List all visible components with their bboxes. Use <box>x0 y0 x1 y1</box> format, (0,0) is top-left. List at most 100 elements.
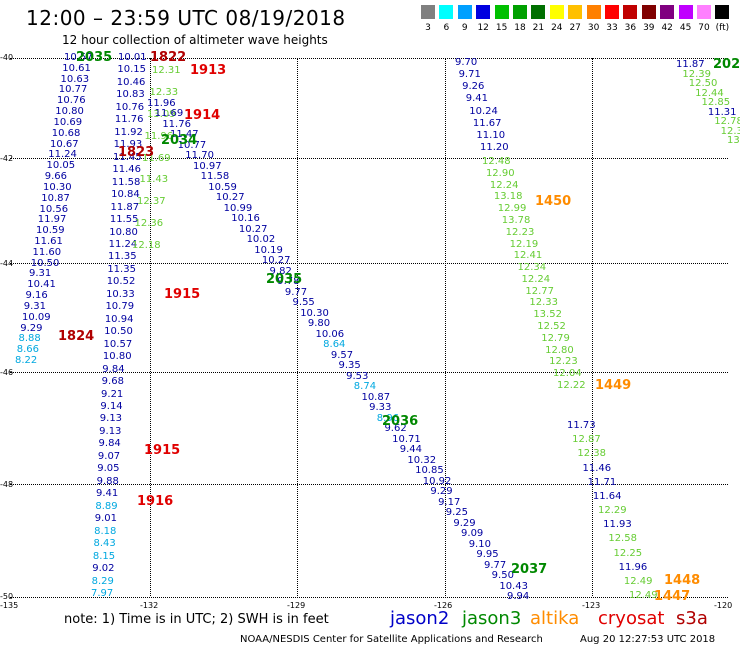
wave-height-value: 11.73 <box>567 420 596 431</box>
wave-height-value: 10.92 <box>422 475 452 487</box>
lon-label: -135 <box>0 601 19 610</box>
wave-height-value: 12.19 <box>509 238 539 250</box>
wave-height-value: 10.27 <box>261 255 291 267</box>
wave-height-value: 11.20 <box>480 142 509 153</box>
wave-height-value: 13.09 <box>147 108 176 120</box>
scale-color-swatch <box>457 5 472 19</box>
wave-height-value: 10.76 <box>115 101 145 113</box>
scale-color-swatch <box>439 5 454 19</box>
wave-height-value: 10.50 <box>104 326 133 338</box>
wave-height-value: 9.31 <box>29 268 52 280</box>
wave-height-value: 10.46 <box>116 76 146 88</box>
wave-height-value: 12.44 <box>695 87 724 99</box>
wave-height-value: 10.80 <box>55 106 84 118</box>
wave-height-value: 10.61 <box>62 62 91 74</box>
time-label: 1449 <box>595 378 632 393</box>
wave-height-value: 12.50 <box>688 78 718 89</box>
wave-height-value: 12.25 <box>613 547 643 559</box>
wave-height-value: 10.09 <box>22 311 51 323</box>
wave-height-value: 11.69 <box>142 152 171 164</box>
wave-height-value: 11.67 <box>472 117 502 129</box>
wave-height-value: 12.24 <box>489 179 519 191</box>
scale-label: 70 <box>698 23 710 33</box>
wave-height-value: 9.82 <box>269 265 292 277</box>
wave-height-value: 7.97 <box>91 588 114 599</box>
wave-height-value: 9.25 <box>445 507 468 519</box>
grid-lat-44 <box>10 263 728 264</box>
wave-height-value: 8.43 <box>93 538 116 550</box>
wave-height-value: 11.87 <box>676 59 705 70</box>
wave-height-value: 10.71 <box>392 433 421 445</box>
wave-height-value: 9.16 <box>25 290 48 302</box>
grid-lon-123 <box>592 58 593 596</box>
wave-height-value: 11.31 <box>707 106 737 118</box>
page-subtitle: 12 hour collection of altimeter wave hei… <box>62 33 328 47</box>
legend-cryosat: cryosat <box>598 608 665 629</box>
time-label: 2035 <box>266 272 303 287</box>
wave-height-value: 9.09 <box>461 528 484 540</box>
time-label: 1913 <box>190 63 227 78</box>
wave-height-value: 12.77 <box>525 285 555 297</box>
wave-height-value: 11.96 <box>147 98 176 109</box>
grid-lat-42 <box>10 158 728 159</box>
scale-label: 45 <box>679 23 692 33</box>
time-label: 1450 <box>535 194 572 209</box>
wave-height-value: 10.77 <box>58 84 88 96</box>
wave-height-value: 9.02 <box>92 563 115 575</box>
wave-height-value: 11.96 <box>144 130 174 142</box>
scale-label: 9 <box>461 23 468 33</box>
wave-height-value: 9.29 <box>430 486 453 498</box>
wave-height-value: 10.16 <box>231 213 260 225</box>
wave-height-value: 9.78 <box>277 276 300 288</box>
wave-height-value: 11.71 <box>587 476 617 488</box>
wave-height-value: 11.93 <box>603 519 632 531</box>
wave-height-value: 10.68 <box>51 127 81 139</box>
scale-color-swatch <box>531 5 546 19</box>
wave-height-value: 12.48 <box>482 156 511 167</box>
scale-color-swatch <box>605 5 619 19</box>
wave-height-value: 13.18 <box>493 191 523 203</box>
wave-height-value: 9.14 <box>100 401 123 413</box>
wave-height-value: 12.80 <box>545 344 574 356</box>
wave-height-value: 10.80 <box>102 351 132 363</box>
wave-height-value: 9.17 <box>438 496 461 508</box>
wave-height-value: 12.04 <box>553 368 582 380</box>
wave-height-value: 12.87 <box>572 434 601 446</box>
wave-height-value: 11.93 <box>113 139 143 151</box>
time-label: 2036 <box>382 414 419 429</box>
wave-height-value: 8.96 <box>376 412 400 424</box>
wave-height-value: 10.41 <box>27 279 56 291</box>
time-label: 1448 <box>664 573 701 588</box>
wave-height-value: 9.68 <box>101 376 124 388</box>
time-label: 1824 <box>58 329 95 344</box>
wave-height-value: 11.46 <box>112 164 141 176</box>
wave-height-value: 10.97 <box>192 160 222 172</box>
credit-text: NOAA/NESDIS Center for Satellite Applica… <box>240 634 543 645</box>
scale-label: 24 <box>551 23 563 33</box>
wave-height-value: 8.15 <box>92 550 116 562</box>
wave-height-value: 10.27 <box>215 192 245 204</box>
wave-height-value: 12.34 <box>517 262 547 274</box>
wave-height-value: 12.37 <box>137 196 166 208</box>
wave-height-value: 9.41 <box>96 488 119 500</box>
time-label: 1914 <box>184 108 221 123</box>
wave-height-value: 9.66 <box>44 171 68 183</box>
wave-height-value: 11.76 <box>114 114 144 126</box>
wave-height-value: 11.47 <box>169 129 199 141</box>
wave-height-value: 10.87 <box>361 391 391 403</box>
wave-height-value: 10.06 <box>315 328 345 340</box>
scale-label: 42 <box>661 23 673 33</box>
wave-height-value: 10.76 <box>57 95 86 107</box>
wave-height-value: 11.35 <box>107 263 136 275</box>
wave-height-value: 8.18 <box>94 525 117 537</box>
scale-color-swatch <box>641 5 656 19</box>
wave-height-value: 11.70 <box>185 150 214 162</box>
scale-color-swatch <box>586 5 601 19</box>
scale-color-swatch <box>494 5 509 19</box>
wave-height-value: 11.58 <box>200 171 230 183</box>
wave-height-value: 12.85 <box>701 97 731 108</box>
wave-height-value: 10.79 <box>105 301 135 313</box>
wave-height-value: 9.84 <box>98 438 121 450</box>
grid-lat-48 <box>10 484 728 485</box>
scale-color-swatch <box>660 5 675 19</box>
